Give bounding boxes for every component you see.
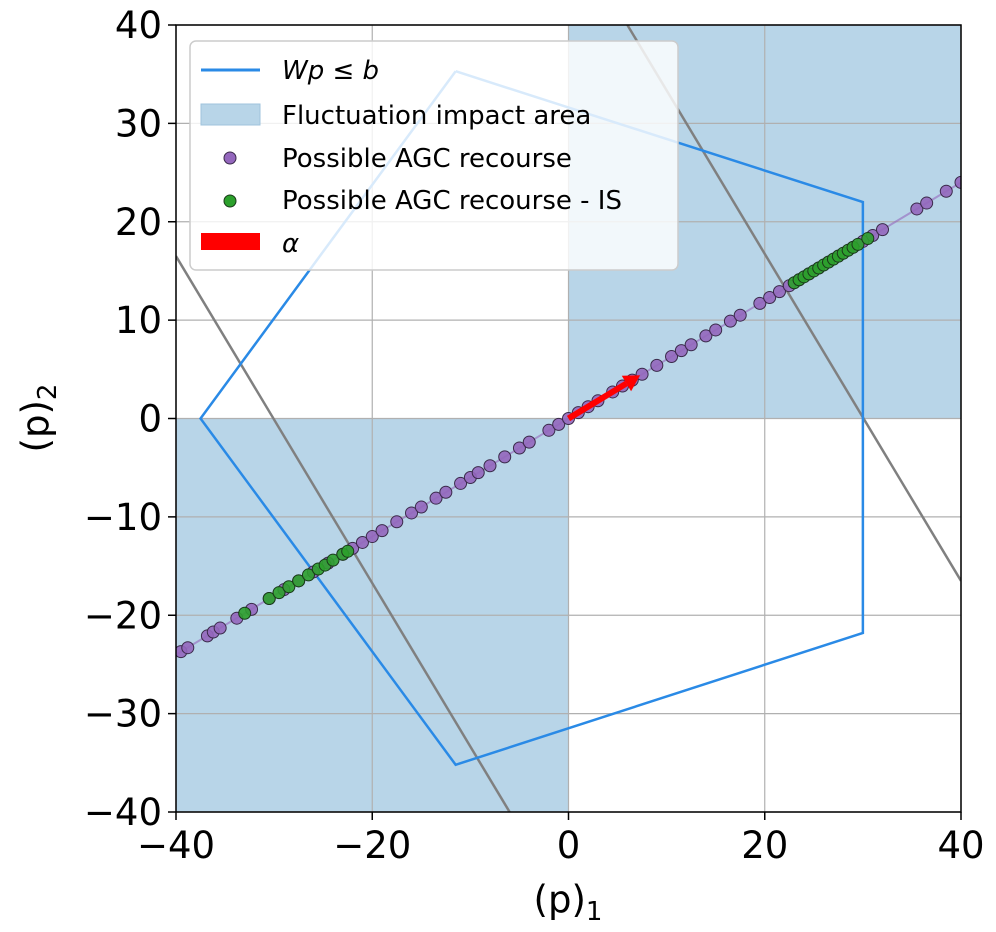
constraint-polygon bbox=[198, 70, 865, 767]
point-agc bbox=[910, 202, 924, 216]
point-agc bbox=[542, 423, 556, 437]
point-agc-is bbox=[262, 592, 276, 606]
point-agc bbox=[939, 184, 953, 198]
x-tick-label: −20 bbox=[333, 824, 411, 867]
point-agc-is bbox=[301, 568, 315, 582]
point-agc bbox=[483, 459, 497, 473]
x-tick-label: −40 bbox=[137, 824, 215, 867]
point-agc-is bbox=[292, 574, 306, 588]
point-agc bbox=[920, 196, 934, 210]
legend-marker-green bbox=[223, 194, 237, 208]
point-agc bbox=[512, 441, 526, 455]
point-agc bbox=[429, 491, 443, 505]
point-agc bbox=[650, 358, 664, 372]
alpha-arrow-shaft bbox=[566, 380, 628, 422]
x-tick-label: 40 bbox=[937, 824, 984, 867]
point-agc-is bbox=[341, 544, 355, 558]
point-agc-is bbox=[851, 237, 865, 251]
y-tick-label: −30 bbox=[84, 693, 162, 736]
point-agc bbox=[454, 476, 468, 490]
reference-line-1 bbox=[626, 25, 961, 582]
y-tick-label: 30 bbox=[115, 102, 162, 145]
point-agc bbox=[414, 500, 428, 514]
point-agc bbox=[684, 338, 698, 352]
point-agc bbox=[522, 435, 536, 449]
point-agc bbox=[375, 524, 389, 538]
point-agc bbox=[699, 329, 713, 343]
legend: Wp ≤ b Fluctuation impact area Possible … bbox=[189, 40, 679, 271]
point-agc bbox=[733, 308, 747, 322]
point-agc bbox=[552, 417, 566, 431]
reference-line-0 bbox=[176, 255, 511, 812]
alpha-arrow bbox=[566, 375, 641, 422]
point-agc bbox=[365, 530, 379, 544]
point-agc bbox=[674, 344, 688, 358]
point-agc bbox=[390, 515, 404, 529]
point-agc bbox=[709, 323, 723, 337]
point-agc bbox=[635, 367, 649, 381]
alpha-arrow-head bbox=[621, 375, 641, 392]
y-tick-label: 40 bbox=[115, 4, 162, 47]
y-axis-label: (p)2 bbox=[14, 384, 63, 453]
polygon-outline bbox=[198, 70, 865, 767]
y-tick-label: −20 bbox=[84, 594, 162, 637]
x-axis-label: (p)1 bbox=[534, 878, 603, 927]
point-agc bbox=[213, 621, 227, 635]
legend-marker-patch bbox=[200, 103, 261, 126]
legend-marker-arrow bbox=[201, 233, 260, 250]
point-agc bbox=[772, 285, 786, 299]
point-agc-is bbox=[326, 553, 340, 567]
reference-lines bbox=[176, 25, 961, 812]
point-agc bbox=[763, 290, 777, 304]
point-agc bbox=[954, 175, 961, 189]
point-agc bbox=[439, 485, 453, 499]
y-tick-label: −40 bbox=[84, 791, 162, 834]
x-tick-label: 20 bbox=[741, 824, 788, 867]
point-agc bbox=[181, 641, 195, 655]
legend-label-alpha: α bbox=[282, 229, 299, 259]
legend-label-agc-is: Possible AGC recourse - IS bbox=[282, 186, 622, 216]
y-tick-label: −10 bbox=[84, 496, 162, 539]
point-agc-is bbox=[238, 606, 252, 620]
y-tick-label: 20 bbox=[115, 201, 162, 244]
point-agc bbox=[498, 450, 512, 464]
y-tick-label: 0 bbox=[138, 398, 162, 441]
point-agc-is bbox=[282, 580, 296, 594]
point-agc bbox=[665, 350, 679, 364]
axis-ticks: −40 −20 0 20 40 −40 −30 −20 −10 0 10 20 30 40 bbox=[84, 4, 985, 867]
legend-label-polygon: Wp ≤ b bbox=[282, 56, 379, 86]
y-tick-label: 10 bbox=[115, 299, 162, 342]
legend-label-fluctuation: Fluctuation impact area bbox=[282, 101, 591, 131]
point-agc bbox=[355, 535, 369, 549]
legend-box bbox=[189, 40, 679, 271]
point-agc bbox=[471, 466, 485, 480]
x-tick-label: 0 bbox=[557, 824, 581, 867]
point-agc-is bbox=[272, 586, 286, 600]
point-agc bbox=[753, 296, 767, 310]
legend-marker-purple bbox=[223, 151, 237, 165]
data-points bbox=[176, 175, 961, 659]
point-agc bbox=[876, 223, 889, 237]
point-agc bbox=[405, 506, 418, 520]
legend-label-agc: Possible AGC recourse bbox=[282, 144, 572, 174]
point-agc bbox=[723, 314, 737, 328]
point-agc-is bbox=[861, 231, 875, 245]
